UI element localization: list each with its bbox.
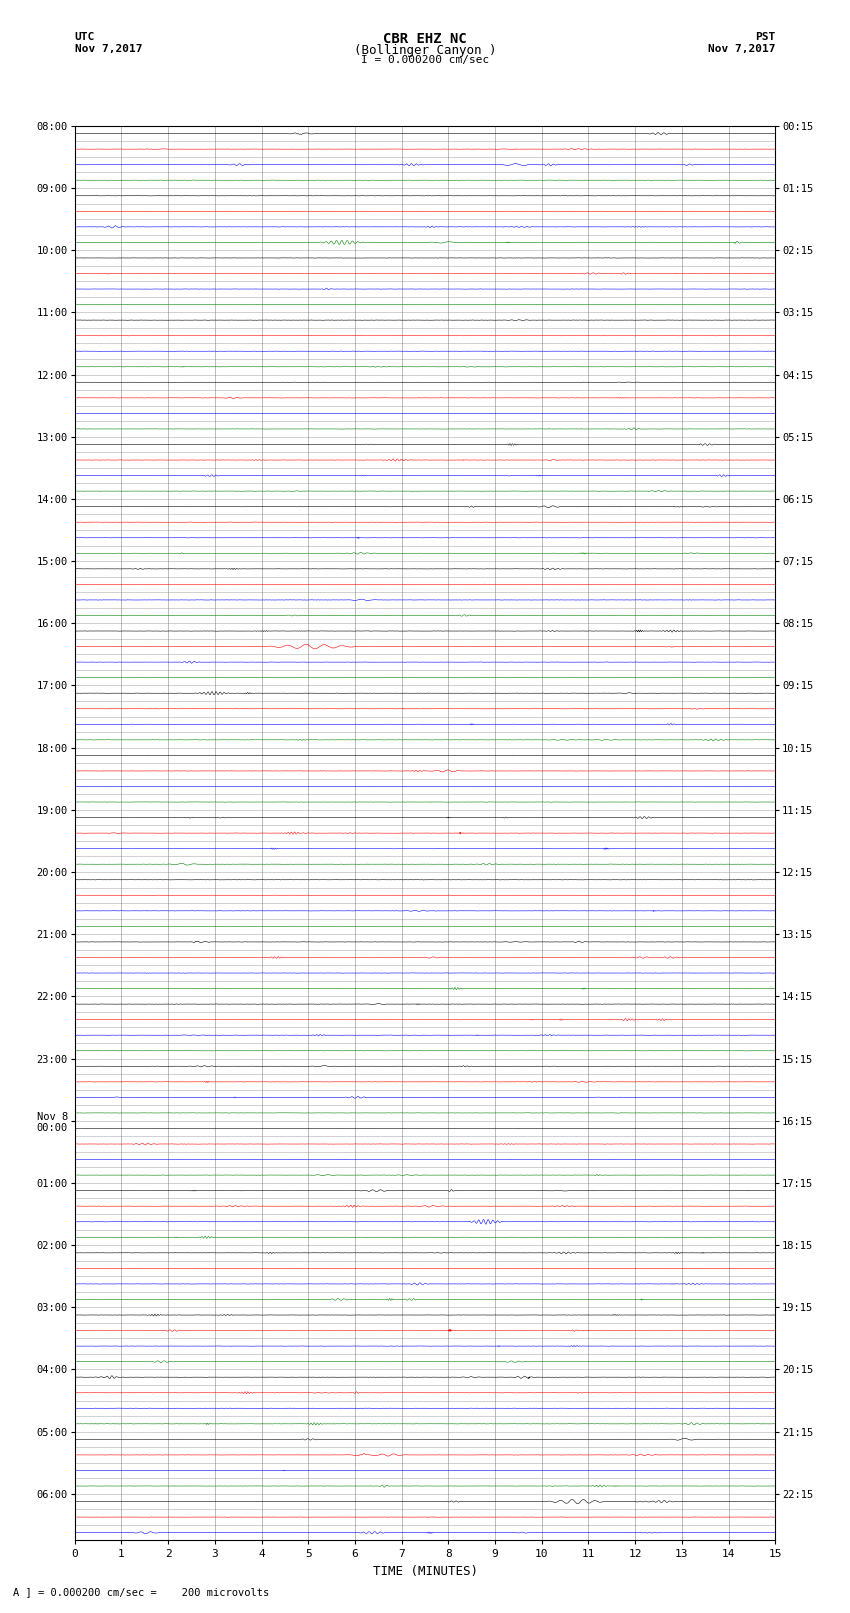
Text: A ] = 0.000200 cm/sec =    200 microvolts: A ] = 0.000200 cm/sec = 200 microvolts	[13, 1587, 269, 1597]
Text: PST: PST	[755, 32, 775, 42]
Text: Nov 7,2017: Nov 7,2017	[708, 44, 775, 53]
Text: CBR EHZ NC: CBR EHZ NC	[383, 32, 467, 47]
Text: (Bollinger Canyon ): (Bollinger Canyon )	[354, 44, 496, 56]
Text: Nov 7,2017: Nov 7,2017	[75, 44, 142, 53]
Text: I = 0.000200 cm/sec: I = 0.000200 cm/sec	[361, 55, 489, 65]
Text: UTC: UTC	[75, 32, 95, 42]
X-axis label: TIME (MINUTES): TIME (MINUTES)	[372, 1565, 478, 1578]
